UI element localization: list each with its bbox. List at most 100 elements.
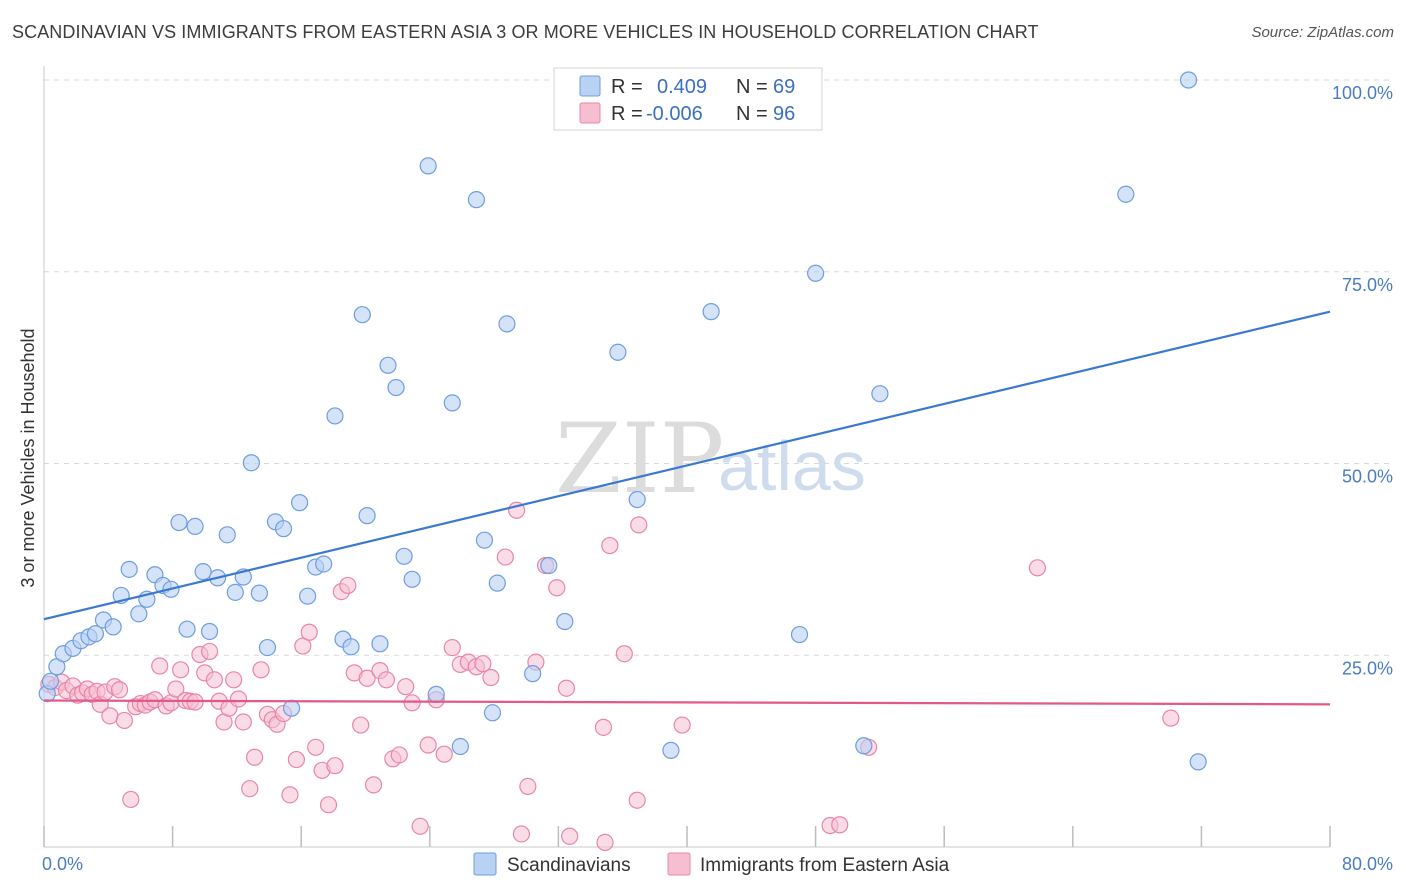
point-immigrants-77 (496, 548, 514, 566)
point-scandinavians-42 (379, 356, 397, 374)
point-immigrants-90 (628, 791, 646, 809)
point-immigrants-94 (831, 816, 849, 834)
point-scandinavians-26 (242, 454, 260, 472)
point-immigrants-16 (122, 790, 140, 809)
y-tick-label-3: 100.0% (1332, 83, 1393, 103)
point-immigrants-54 (326, 757, 344, 775)
immigrants-eastern-asia-points (40, 501, 1180, 851)
point-scandinavians-51 (475, 531, 494, 549)
point-scandinavians-49 (451, 737, 469, 756)
point-immigrants-91 (630, 516, 648, 534)
point-scandinavians-11 (120, 560, 138, 578)
point-immigrants-87 (596, 833, 614, 851)
point-scandinavians-39 (353, 306, 371, 324)
point-scandinavians-24 (226, 583, 244, 601)
trend-line-immigrants (43, 699, 1331, 706)
point-scandinavians-28 (258, 638, 277, 657)
source-label: Source: ZipAtlas.com (1251, 24, 1394, 41)
point-scandinavians-59 (628, 490, 646, 509)
point-scandinavians-61 (702, 303, 720, 321)
point-immigrants-64 (390, 746, 408, 764)
chart-title: SCANDINAVIAN VS IMMIGRANTS FROM EASTERN … (12, 22, 1039, 42)
legend-n-value-pink: 96 (773, 103, 795, 125)
bottom-legend-label-scandinavians: Scandinavians (507, 855, 631, 876)
point-scandinavians-67 (1117, 185, 1135, 203)
point-immigrants-84 (557, 679, 576, 697)
point-scandinavians-23 (218, 526, 236, 544)
point-immigrants-50 (300, 623, 318, 641)
legend-n-label-blue: N = (736, 76, 768, 98)
y-tick-labels: 25.0% 50.0% 75.0% 100.0% (1332, 83, 1393, 678)
point-scandinavians-58 (609, 343, 627, 361)
point-immigrants-79 (512, 825, 531, 843)
point-scandinavians-64 (806, 264, 825, 282)
legend-r-label-blue: R = (611, 76, 643, 98)
y-tick-label-0: 25.0% (1342, 658, 1393, 678)
point-scandinavians-9 (104, 618, 122, 636)
legend-swatch-pink (579, 102, 601, 124)
point-immigrants-26 (172, 661, 190, 679)
point-immigrants-42 (252, 661, 270, 679)
point-scandinavians-40 (358, 507, 376, 525)
point-immigrants-66 (403, 694, 421, 712)
point-scandinavians-69 (1189, 753, 1207, 771)
point-immigrants-67 (411, 817, 429, 835)
point-scandinavians-53 (488, 574, 506, 592)
point-immigrants-88 (601, 536, 619, 555)
axes (43, 66, 1331, 848)
point-immigrants-65 (397, 678, 415, 696)
point-scandinavians-21 (200, 622, 219, 641)
point-immigrants-12 (101, 707, 119, 725)
point-immigrants-56 (339, 576, 357, 595)
point-scandinavians-65 (855, 737, 873, 755)
point-scandinavians-48 (443, 394, 461, 412)
point-immigrants-41 (245, 748, 264, 766)
point-scandinavians-60 (662, 741, 680, 759)
point-scandinavians-30 (274, 520, 293, 538)
legend-n-value-blue: 69 (773, 76, 795, 98)
point-immigrants-39 (234, 713, 252, 731)
point-scandinavians-12 (130, 605, 148, 623)
legend-r-label-pink: R = (611, 103, 643, 125)
point-scandinavians-50 (467, 191, 486, 209)
legend-r-value-blue: 0.409 (657, 76, 707, 98)
point-scandinavians-66 (871, 385, 889, 403)
point-immigrants-97 (1162, 709, 1180, 727)
point-scandinavians-27 (250, 584, 269, 602)
point-immigrants-80 (519, 777, 537, 796)
point-scandinavians-19 (186, 517, 204, 535)
point-scandinavians-36 (326, 407, 344, 425)
point-scandinavians-44 (395, 547, 413, 565)
point-scandinavians-57 (556, 612, 574, 631)
correlation-legend: R = 0.409 N = 69 R = -0.006 N = 96 (553, 67, 823, 131)
legend-n-label-pink: N = (736, 103, 768, 125)
point-scandinavians-68 (1179, 71, 1198, 89)
point-immigrants-96 (1028, 559, 1047, 577)
point-scandinavians-17 (170, 513, 188, 532)
point-scandinavians-38 (342, 638, 360, 656)
point-immigrants-59 (358, 669, 376, 687)
point-scandinavians-56 (540, 556, 558, 575)
point-immigrants-47 (281, 786, 299, 804)
point-scandinavians-46 (419, 157, 437, 175)
point-scandinavians-52 (483, 704, 502, 722)
trend-lines (43, 310, 1331, 706)
point-immigrants-22 (151, 657, 169, 675)
point-scandinavians-55 (524, 665, 542, 683)
watermark-atlas: atlas (718, 427, 866, 505)
point-scandinavians-1 (41, 672, 60, 690)
y-tick-label-2: 75.0% (1342, 275, 1393, 295)
bottom-legend-swatch-pink (667, 852, 691, 876)
point-immigrants-92 (673, 716, 691, 734)
point-immigrants-37 (225, 671, 243, 689)
x-tick-min: 0.0% (42, 854, 83, 874)
y-axis-label: 3 or more Vehicles in Household (18, 328, 38, 587)
point-scandinavians-33 (299, 587, 317, 605)
point-scandinavians-54 (498, 315, 516, 333)
series-legend: Scandinavians Immigrants from Eastern As… (473, 852, 950, 876)
y-tick-label-1: 50.0% (1342, 467, 1393, 487)
point-immigrants-85 (561, 827, 579, 845)
point-immigrants-15 (115, 711, 133, 730)
point-immigrants-86 (594, 718, 613, 736)
